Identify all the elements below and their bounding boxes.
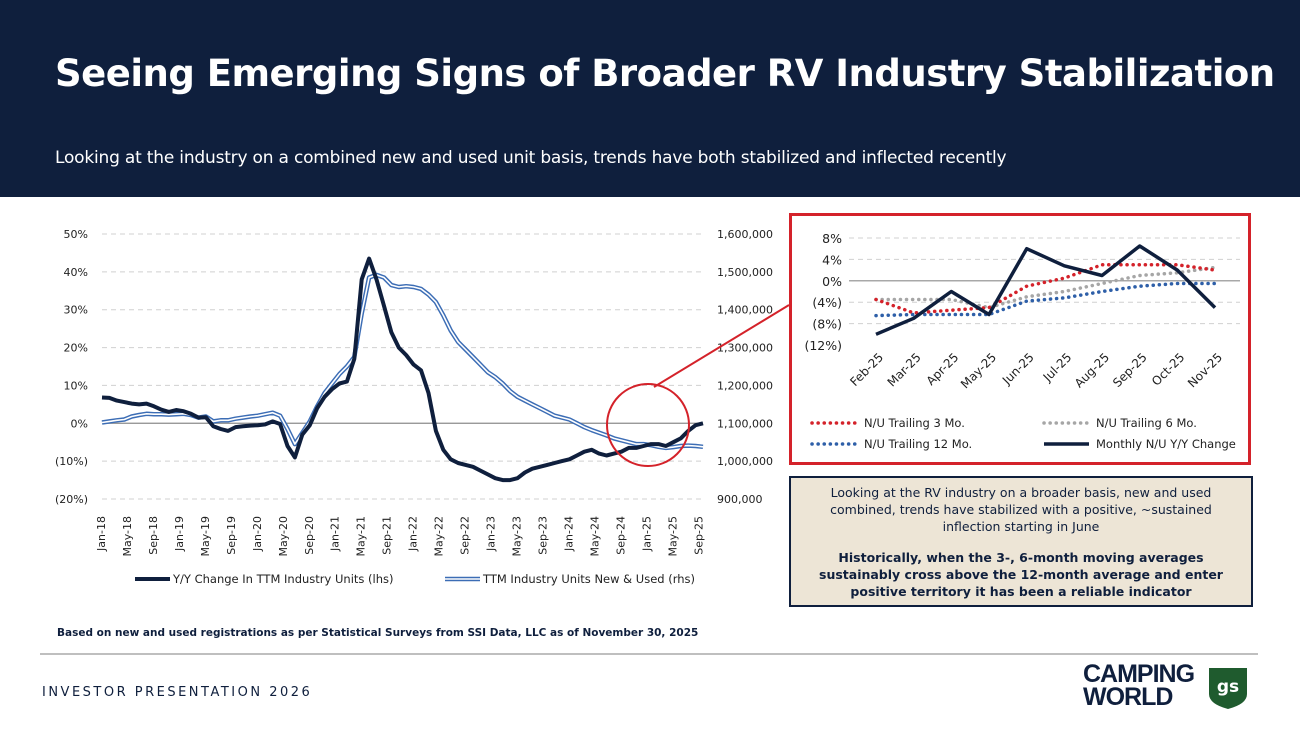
callout-text-2: Historically, when the 3-, 6-month movin… [819,550,1223,599]
inset-y-tick: 4% [822,252,842,267]
main-chart-x-tick: Sep-25 [692,516,705,555]
inset-y-tick: 0% [822,274,842,289]
main-chart-left-tick: (10%) [55,455,88,468]
main-chart-x-tick: Sep-18 [147,516,160,555]
ttm-units-line-inner [101,274,704,449]
inset-x-tick: Jul-25 [1040,350,1075,385]
main-chart-x-tick: Sep-24 [614,516,627,555]
inset-x-tick: Oct-25 [1149,350,1187,388]
inset-series-2 [874,281,1217,318]
inset-legend-label: N/U Trailing 3 Mo. [864,416,965,430]
main-chart-x-axis: Jan-18 May-18 Sep-18 Jan-19 May-19 Sep-19 Jan-… [95,516,705,557]
inset-x-tick: Mar-25 [885,350,924,389]
main-chart-x-tick: May-25 [666,516,679,557]
main-chart-x-tick: Sep-19 [225,516,238,555]
inset-x-tick: Sep-25 [1110,350,1150,390]
main-chart-x-tick: May-23 [511,516,524,557]
main-chart-right-tick: 1,500,000 [717,266,773,279]
main-chart-x-tick: Sep-21 [381,516,394,555]
main-chart-left-tick: 50% [64,228,88,241]
camping-world-logo: CAMPING WORLD [1083,660,1195,711]
source-footnote: Based on new and used registrations as p… [57,627,699,639]
main-chart-left-tick: (20%) [55,493,88,506]
main-chart-gridlines [102,233,703,500]
inset-x-tick: Feb-25 [847,350,886,389]
main-chart-left-tick: 20% [64,342,88,355]
main-chart-x-tick: May-20 [277,516,290,557]
main-chart-x-tick: Jan-18 [95,516,108,552]
inset-x-tick: Apr-25 [924,350,962,388]
inset-series-1 [874,265,1217,310]
gs-shield-logo: gs [1209,668,1247,709]
inset-chart-legend: N/U Trailing 3 Mo. N/U Trailing 6 Mo. N/U … [810,416,1236,451]
inset-x-tick: Nov-25 [1185,350,1225,390]
header-band [0,0,1300,197]
main-chart-right-axis: 1,600,000 1,500,000 1,400,000 1,300,000 1,20… [717,228,773,506]
main-chart-x-tick: May-22 [433,516,446,557]
logo-line-2: WORLD [1083,683,1173,711]
main-chart-x-tick: Jan-23 [485,516,498,552]
slide-title: Seeing Emerging Signs of Broader RV Indu… [55,52,1275,95]
inset-chart-gridlines [849,237,1240,325]
inset-y-tick: (12%) [804,338,842,353]
main-chart-right-tick: 1,100,000 [717,417,773,430]
main-chart-x-tick: Sep-20 [303,516,316,555]
main-chart-right-tick: 1,200,000 [717,379,773,392]
inset-legend-label: N/U Trailing 6 Mo. [1096,416,1197,430]
main-chart-left-tick: 0% [71,417,88,430]
inset-x-tick: Jun-25 [999,350,1037,388]
main-chart-left-tick: 10% [64,379,88,392]
inset-series-monthly-change [875,244,1217,336]
yoy-change-line [101,256,704,483]
inset-x-tick: May-25 [958,350,999,391]
main-chart-legend: Y/Y Change In TTM Industry Units (lhs) TT… [135,572,695,586]
callout-box: Looking at the RV industry on a broader … [789,476,1253,607]
main-chart-left-tick: 30% [64,304,88,317]
main-chart-x-tick: May-21 [355,516,368,557]
main-chart-x-tick: May-24 [588,516,601,557]
main-chart-x-tick: Jan-19 [173,516,186,552]
legend-yoy-label: Y/Y Change In TTM Industry Units (lhs) [172,572,394,586]
ttm-units-line-outer [101,272,704,451]
logo-line-1: CAMPING [1083,660,1195,688]
main-chart-x-tick: Jan-20 [251,516,264,552]
main-chart-x-tick: May-19 [199,516,212,557]
inset-y-tick: 8% [822,231,842,246]
main-chart-x-tick: Jan-22 [407,516,420,552]
legend-ttm-label: TTM Industry Units New & Used (rhs) [482,572,695,586]
main-chart-right-tick: 900,000 [717,493,763,506]
main-chart-right-tick: 1,400,000 [717,304,773,317]
inset-y-tick: (8%) [812,317,842,332]
footer-divider [40,653,1258,655]
inset-chart-series [874,244,1217,336]
inset-series-0 [874,263,1217,315]
main-chart-right-tick: 1,300,000 [717,342,773,355]
main-line-chart: 50% 40% 30% 20% 10% 0% (10%) (20%) 1,600,000 1,5… [55,228,773,586]
inset-x-tick: Aug-25 [1072,350,1112,390]
footer-label: INVESTOR PRESENTATION 2026 [42,685,313,700]
callout-text-1: Looking at the RV industry on a broader … [830,485,1212,534]
main-chart-left-axis: 50% 40% 30% 20% 10% 0% (10%) (20%) [55,228,88,506]
inset-chart-box: 8% 4% 0% (4%) (8%) (12%) Feb-25 Mar-25 Apr-25 Ma… [789,213,1251,465]
inset-legend-label: Monthly N/U Y/Y Change [1096,437,1236,451]
main-chart-x-tick: Jan-24 [562,516,575,552]
main-chart-x-tick: Jan-21 [329,516,342,552]
main-chart-right-tick: 1,000,000 [717,455,773,468]
main-chart-x-tick: Sep-23 [536,516,549,555]
slide-subtitle: Looking at the industry on a combined ne… [55,148,1007,168]
main-chart-left-tick: 40% [64,266,88,279]
gs-badge-text: gs [1217,677,1239,697]
inset-chart-y-axis: 8% 4% 0% (4%) (8%) (12%) [804,231,842,353]
inset-legend-label: N/U Trailing 12 Mo. [864,437,972,451]
main-chart-series [101,256,704,483]
inset-y-tick: (4%) [812,295,842,310]
main-chart-right-tick: 1,600,000 [717,228,773,241]
main-chart-x-tick: Jan-25 [640,516,653,552]
main-chart-x-tick: May-18 [121,516,134,557]
main-chart-x-tick: Sep-22 [459,516,472,555]
